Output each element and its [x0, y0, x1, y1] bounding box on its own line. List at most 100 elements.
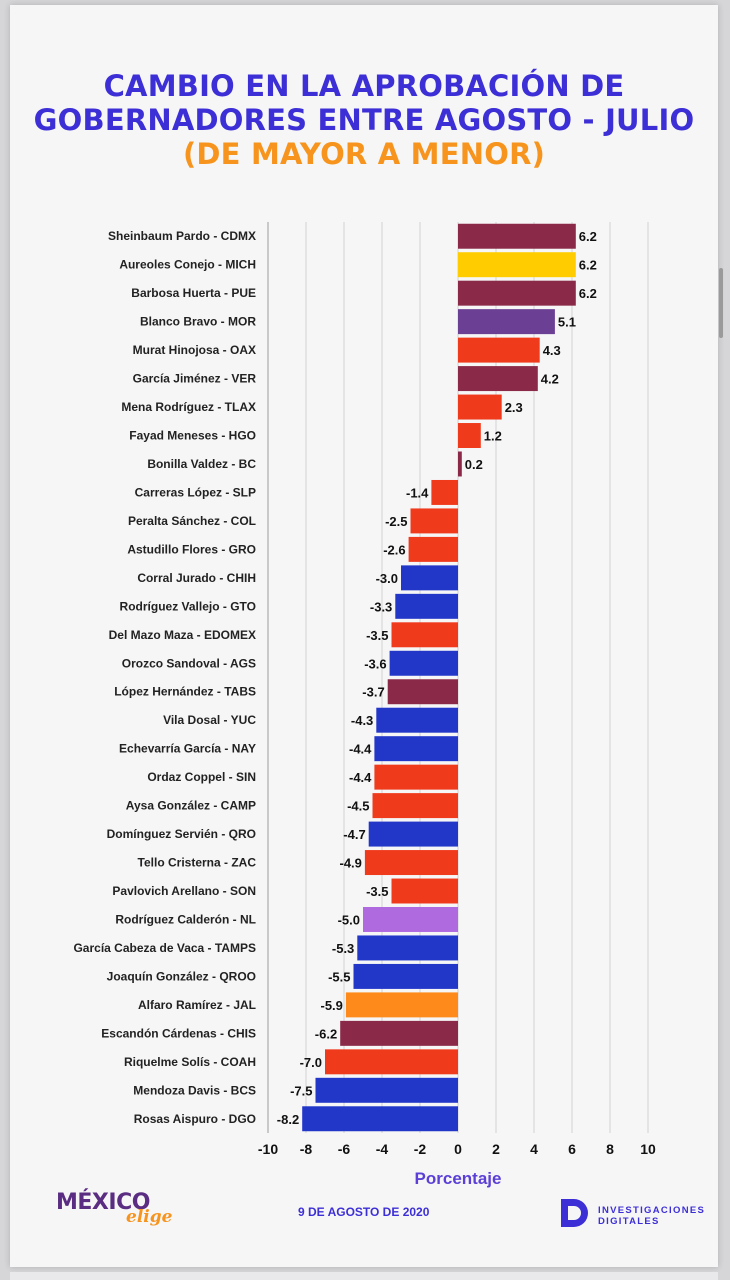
- bar: [391, 622, 458, 648]
- category-label: Orozco Sandoval - AGS: [122, 656, 256, 670]
- bar: [363, 907, 458, 932]
- data-label: 5.1: [558, 315, 576, 330]
- data-label: -4.3: [351, 713, 373, 728]
- x-tick-label: -6: [338, 1141, 351, 1157]
- bar: [391, 878, 458, 904]
- category-label: García Jiménez - VER: [133, 372, 257, 386]
- x-tick-label: 4: [530, 1141, 538, 1157]
- category-label: Mendoza Davis - BCS: [133, 1083, 256, 1097]
- category-label: Peralta Sánchez - COL: [128, 514, 256, 528]
- category-label: Echevarría García - NAY: [119, 742, 256, 756]
- category-label: Aysa González - CAMP: [126, 799, 256, 813]
- bar: [458, 366, 538, 392]
- bar: [374, 736, 458, 762]
- bar: [376, 707, 458, 733]
- x-tick-label: 10: [640, 1141, 656, 1157]
- data-label: -5.9: [320, 998, 342, 1013]
- category-label: Tello Cristerna - ZAC: [138, 856, 257, 870]
- publication-date: 9 DE AGOSTO DE 2020: [298, 1205, 430, 1219]
- bar: [302, 1106, 458, 1132]
- x-tick-label: -10: [258, 1141, 278, 1157]
- category-label: López Hernández - TABS: [114, 685, 256, 699]
- category-label: Del Mazo Maza - EDOMEX: [109, 628, 256, 642]
- data-label: -8.2: [277, 1112, 299, 1127]
- bar: [410, 508, 458, 534]
- logo-text-line-1: INVESTIGACIONES: [598, 1205, 706, 1216]
- category-label: Alfaro Ramírez - JAL: [138, 998, 256, 1012]
- data-label: -3.6: [364, 656, 386, 671]
- x-tick-label: -8: [300, 1141, 313, 1157]
- category-label: Barbosa Huerta - PUE: [131, 286, 256, 300]
- bar: [340, 1020, 458, 1046]
- logo-elige-text: elige: [126, 1207, 173, 1227]
- bar: [395, 593, 458, 619]
- data-label: -7.0: [300, 1055, 322, 1070]
- investigaciones-digitales-logo: INVESTIGACIONES DIGITALES: [560, 1197, 710, 1231]
- logo-mexico-text: MÉXICO: [56, 1190, 150, 1215]
- bar: [345, 992, 458, 1018]
- category-label: Riquelme Solís - COAH: [124, 1055, 256, 1069]
- data-label: -1.4: [406, 485, 429, 500]
- bar: [458, 252, 576, 278]
- category-label: Bonilla Valdez - BC: [147, 457, 256, 471]
- category-label: Pavlovich Arellano - SON: [112, 884, 256, 898]
- data-label: -3.3: [370, 599, 392, 614]
- category-label: García Cabeza de Vaca - TAMPS: [73, 941, 256, 955]
- category-label: Vila Dosal - YUC: [163, 713, 256, 727]
- mexico-elige-logo: MÉXICO elige: [56, 1190, 176, 1234]
- data-label: 4.2: [541, 372, 559, 387]
- category-label: Joaquín González - QROO: [107, 969, 256, 983]
- category-label: Rosas Aispuro - DGO: [134, 1112, 256, 1126]
- x-tick-label: 6: [568, 1141, 576, 1157]
- bar: [374, 764, 458, 790]
- data-label: -2.5: [385, 514, 407, 529]
- category-label: Domínguez Servién - QRO: [107, 827, 256, 841]
- data-label: -2.6: [383, 542, 405, 557]
- category-label: Murat Hinojosa - OAX: [133, 343, 256, 357]
- chart-title-line-2: GOBERNADORES ENTRE AGOSTO - JULIO: [33, 103, 695, 137]
- data-label: -4.7: [343, 827, 365, 842]
- data-label: -7.5: [290, 1083, 312, 1098]
- bar: [315, 1077, 458, 1103]
- category-label: Rodríguez Calderón - NL: [115, 912, 256, 926]
- category-label: Mena Rodríguez - TLAX: [121, 400, 256, 414]
- category-label: Fayad Meneses - HGO: [129, 429, 256, 443]
- next-card-edge: [10, 1272, 718, 1280]
- data-label: -5.0: [338, 912, 360, 927]
- d-logo-icon: [561, 1199, 588, 1227]
- bar: [364, 850, 458, 876]
- bar: [408, 536, 458, 562]
- data-label: -3.0: [376, 571, 398, 586]
- bar: [353, 963, 458, 989]
- logo-text: INVESTIGACIONES DIGITALES: [598, 1205, 705, 1227]
- x-tick-label: 0: [454, 1141, 462, 1157]
- bar: [458, 280, 576, 306]
- bar: [401, 565, 458, 591]
- category-label: Astudillo Flores - GRO: [127, 542, 256, 556]
- bar: [325, 1049, 458, 1075]
- data-label: 2.3: [505, 400, 523, 415]
- scrollbar-thumb[interactable]: [719, 268, 723, 338]
- data-label: -3.5: [366, 628, 388, 643]
- bar: [357, 935, 458, 961]
- data-label: 6.2: [579, 258, 597, 273]
- bar: [372, 793, 458, 819]
- data-label: 6.2: [579, 286, 597, 301]
- bar: [458, 451, 462, 477]
- x-tick-label: 2: [492, 1141, 500, 1157]
- bar: [458, 309, 555, 335]
- logo-text-line-2: DIGITALES: [598, 1216, 660, 1227]
- data-label: -6.2: [315, 1026, 337, 1041]
- x-axis-title: Porcentaje: [415, 1169, 502, 1188]
- category-label: Blanco Bravo - MOR: [140, 315, 256, 329]
- data-label: 4.3: [543, 343, 561, 358]
- bar: [458, 223, 576, 249]
- x-tick-label: 8: [606, 1141, 614, 1157]
- category-label: Sheinbaum Pardo - CDMX: [108, 229, 256, 243]
- data-label: 1.2: [484, 429, 502, 444]
- category-label: Aureoles Conejo - MICH: [119, 258, 256, 272]
- bar: [389, 650, 458, 676]
- data-label: -3.5: [366, 884, 388, 899]
- x-tick-label: -2: [414, 1141, 427, 1157]
